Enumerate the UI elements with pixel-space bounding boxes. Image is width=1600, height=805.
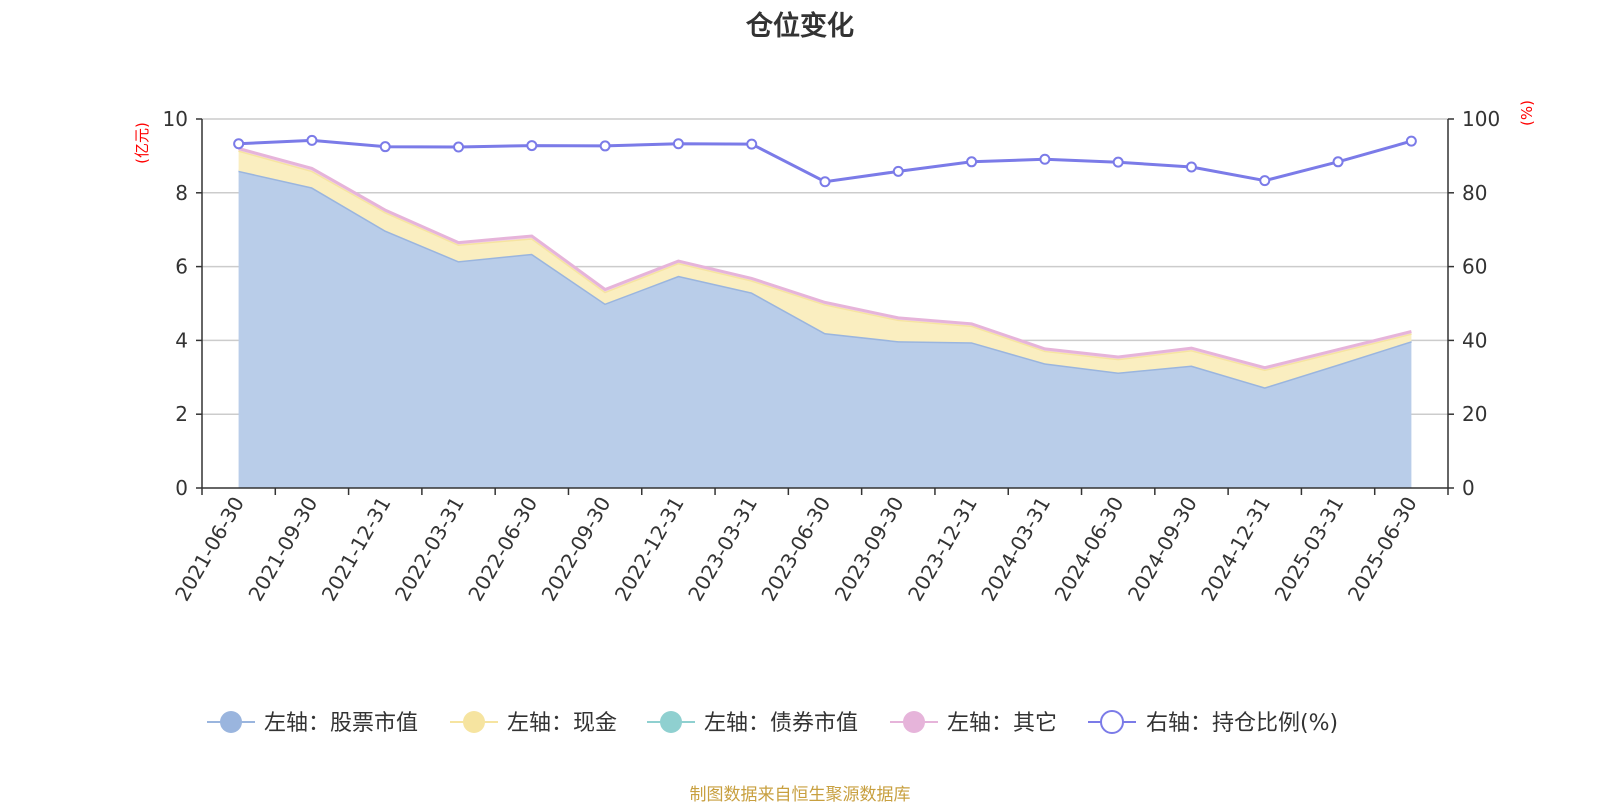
ratio-line-layer: [233, 134, 1417, 188]
ratio-line: [238, 138, 1412, 184]
x-tick-label: 2022-12-31: [610, 493, 689, 606]
legend-item[interactable]: 左轴：其它: [890, 711, 1057, 736]
chart-title: 仓位变化: [746, 11, 854, 42]
ratio-point: [892, 165, 904, 177]
x-tick-label: 2022-06-30: [463, 493, 542, 606]
x-tick-label: 2024-06-30: [1050, 493, 1129, 606]
right-tick-label: 100: [1462, 107, 1500, 131]
legend-item[interactable]: 左轴：债券市值: [647, 711, 858, 736]
legend-marker: [1100, 710, 1124, 734]
x-tick-label: 2024-03-31: [976, 493, 1055, 606]
x-tick-label: 2023-09-30: [830, 493, 909, 606]
ratio-point: [526, 140, 538, 152]
legend-marker: [660, 711, 682, 733]
area-edge-左轴：其它: [238, 147, 1412, 370]
ratio-point: [453, 141, 465, 153]
left-tick-label: 2: [175, 402, 188, 426]
right-tick-label: 60: [1462, 255, 1487, 279]
ratio-point: [672, 138, 684, 150]
left-tick-label: 4: [175, 328, 188, 352]
x-tick-label: 2022-09-30: [537, 493, 616, 606]
left-tick-label: 0: [175, 476, 188, 500]
ratio-point: [1332, 156, 1344, 168]
legend[interactable]: 左轴：股票市值 左轴：现金 左轴：债券市值 左轴：其它 右轴：持仓比例(%): [207, 710, 1338, 736]
legend-marker: [220, 711, 242, 733]
x-tick-label: 2023-06-30: [756, 493, 835, 606]
legend-item[interactable]: 左轴：股票市值: [207, 711, 418, 736]
x-tick-label: 2024-09-30: [1123, 493, 1202, 606]
x-tick-label: 2024-12-31: [1196, 493, 1275, 606]
x-tick-label: 2021-09-30: [243, 493, 322, 606]
x-tick-label: 2025-06-30: [1343, 493, 1422, 606]
x-tick-label: 2023-03-31: [683, 493, 762, 606]
legend-label: 左轴：现金: [507, 711, 617, 736]
legend-label: 左轴：债券市值: [704, 711, 858, 736]
x-tick-label: 2021-06-30: [170, 493, 249, 606]
ratio-point: [1039, 153, 1051, 165]
right-tick-label: 40: [1462, 328, 1487, 352]
right-axis-unit: (%): [1518, 100, 1536, 126]
x-tick-label: 2021-12-31: [317, 493, 396, 606]
legend-label: 右轴：持仓比例(%): [1146, 711, 1338, 736]
x-tick-label: 2023-12-31: [903, 493, 982, 606]
right-tick-label: 0: [1462, 476, 1475, 500]
ratio-point: [966, 156, 978, 168]
ratio-point: [1112, 156, 1124, 168]
ratio-point: [306, 134, 318, 146]
left-tick-label: 8: [175, 181, 188, 205]
ratio-point: [746, 138, 758, 150]
ratio-point: [1405, 135, 1417, 147]
right-tick-label: 20: [1462, 402, 1487, 426]
ratio-point: [379, 141, 391, 153]
ratio-point: [1259, 175, 1271, 187]
ratio-point: [233, 138, 245, 150]
stacked-areas: [238, 147, 1412, 488]
legend-label: 左轴：其它: [947, 711, 1057, 736]
left-tick-label: 10: [163, 107, 188, 131]
legend-item[interactable]: 左轴：现金: [450, 711, 617, 736]
ratio-point: [819, 176, 831, 188]
x-tick-label: 2025-03-31: [1269, 493, 1348, 606]
legend-marker: [463, 711, 485, 733]
x-tick-label: 2022-03-31: [390, 493, 469, 606]
ratio-point: [1185, 161, 1197, 173]
legend-item[interactable]: 右轴：持仓比例(%): [1088, 710, 1338, 736]
ratio-point: [599, 140, 611, 152]
right-tick-label: 80: [1462, 181, 1487, 205]
legend-marker: [903, 711, 925, 733]
area-左轴：股票市值: [238, 170, 1412, 488]
data-source-note: 制图数据来自恒生聚源数据库: [689, 785, 911, 805]
legend-label: 左轴：股票市值: [264, 711, 418, 736]
left-axis-unit: (亿元): [133, 122, 151, 164]
left-tick-label: 6: [175, 255, 188, 279]
